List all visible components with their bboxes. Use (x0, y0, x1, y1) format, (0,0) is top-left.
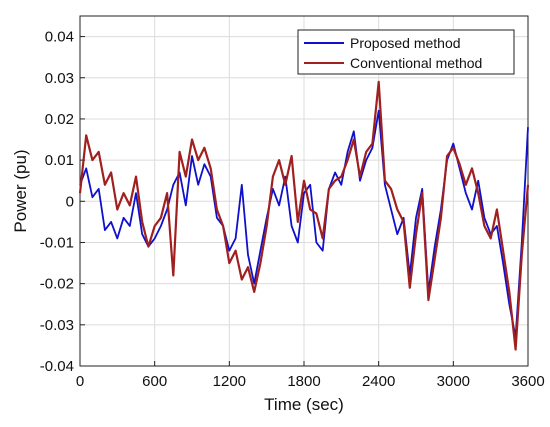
tick-labels: 0 600 1200 1800 2400 3000 3600 -0.04 -0.03 -0.02 -… (40, 29, 545, 390)
y-tick-label: 0.03 (45, 70, 74, 87)
x-tick-label: 3600 (511, 373, 544, 390)
x-tick-label: 1200 (213, 373, 246, 390)
y-tick-label: 0.04 (45, 29, 74, 46)
series-layer (78, 80, 530, 351)
y-axis-label: Power (pu) (11, 149, 30, 232)
y-tick-label: 0.01 (45, 152, 74, 169)
y-tick-label: -0.04 (40, 358, 74, 375)
legend: Proposed method Conventional method (297, 29, 515, 75)
series-line-conventional (78, 80, 530, 351)
legend-box (297, 29, 515, 75)
x-tick-label: 2400 (362, 373, 395, 390)
series-line-proposed (79, 109, 529, 339)
y-tick-label: -0.03 (40, 317, 74, 334)
x-tick-label: 0 (76, 373, 84, 390)
x-tick-label: 3000 (437, 373, 470, 390)
x-tick-label: 1800 (287, 373, 320, 390)
legend-label: Proposed method (350, 35, 461, 51)
x-axis-label: Time (sec) (264, 395, 344, 414)
y-tick-label: -0.02 (40, 276, 74, 293)
y-tick-label: -0.01 (40, 234, 74, 251)
x-tick-label: 600 (142, 373, 167, 390)
y-tick-label: 0 (66, 193, 74, 210)
legend-label: Conventional method (350, 55, 482, 71)
y-tick-label: 0.02 (45, 111, 74, 128)
